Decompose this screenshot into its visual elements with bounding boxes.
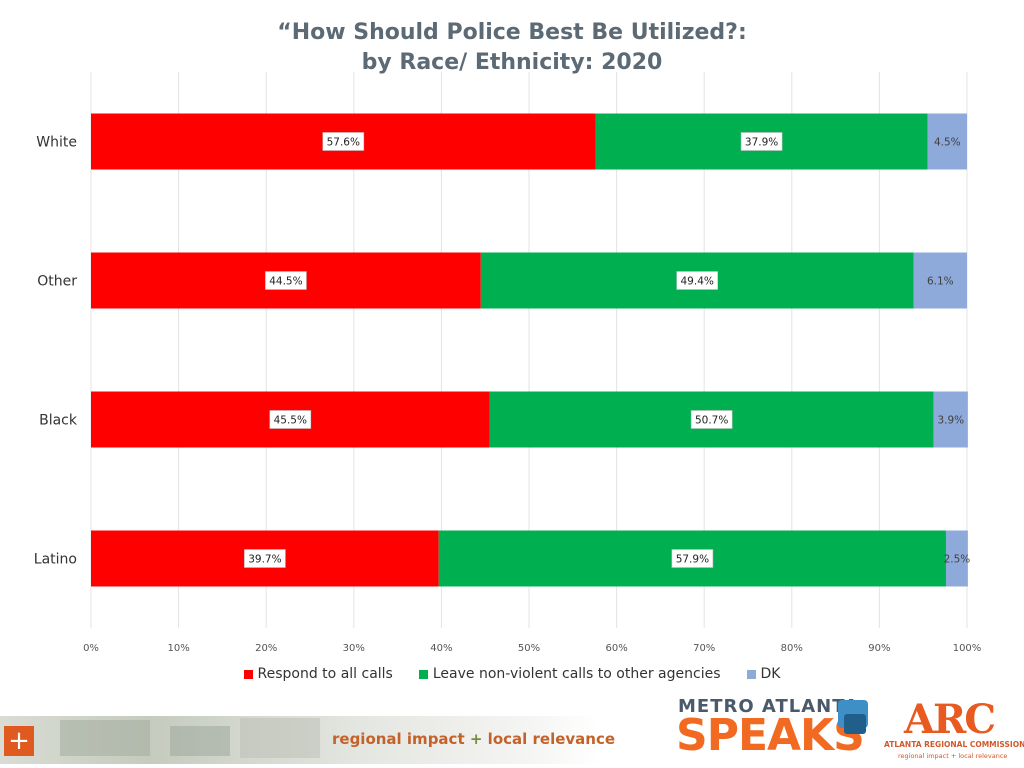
footer-banner: + regional impact + local relevance [0, 714, 1024, 768]
legend-swatch [418, 669, 428, 679]
arc-logo-name: ATLANTA REGIONAL COMMISSION [884, 740, 1024, 749]
data-label-box [244, 549, 286, 568]
chart-legend: Respond to all calls Leave non-violent ca… [0, 666, 1024, 682]
category-label: White [36, 135, 77, 151]
data-label-box [671, 549, 714, 568]
x-tick-label: 20% [255, 643, 277, 654]
legend-item: DK [746, 666, 781, 682]
data-label: 44.5% [269, 276, 302, 288]
legend-item: Leave non-violent calls to other agencie… [418, 666, 721, 682]
chart-title-line-2: by Race/ Ethnicity: 2020 [361, 50, 663, 75]
data-label: 50.7% [695, 415, 728, 427]
x-tick-label: 80% [781, 643, 803, 654]
bar-segment [945, 530, 968, 587]
data-label: 6.1% [927, 276, 954, 288]
legend-label: DK [760, 666, 781, 682]
x-tick-label: 100% [953, 643, 982, 654]
banner-photo-strip [0, 716, 600, 764]
legend-swatch [243, 669, 253, 679]
x-tick-label: 90% [868, 643, 890, 654]
data-label: 49.4% [681, 276, 714, 288]
x-tick-label: 10% [167, 643, 189, 654]
mas-logo-big: SPEAKS [676, 710, 865, 761]
data-label-box [322, 132, 365, 151]
data-label-box [676, 271, 718, 290]
data-label: 39.7% [248, 554, 281, 566]
speech-bubble-icon-back [844, 714, 866, 734]
x-tick-label: 60% [605, 643, 627, 654]
legend-label: Leave non-violent calls to other agencie… [432, 666, 721, 682]
plus-icon[interactable]: + [4, 726, 34, 756]
arc-logo-mark: ARC [904, 696, 996, 743]
x-tick-label: 30% [343, 643, 365, 654]
mas-logo-top: METRO ATLANTA [678, 696, 860, 717]
chart-title: “How Should Police Best Be Utilized?: by… [0, 18, 1024, 78]
x-tick-label: 70% [693, 643, 715, 654]
data-label-box [740, 132, 783, 151]
legend-swatch [746, 669, 756, 679]
x-tick-label: 0% [83, 643, 99, 654]
x-tick-label: 50% [518, 643, 540, 654]
data-label-box [690, 410, 733, 429]
bar-segment [913, 252, 967, 309]
data-label: 57.9% [676, 554, 709, 566]
tagline-left: regional impact [332, 730, 465, 748]
data-label: 2.5% [944, 554, 971, 566]
arc-logo-sub: regional impact + local relevance [898, 752, 1008, 760]
x-tick-label: 40% [430, 643, 452, 654]
bar-segment [933, 391, 968, 448]
category-label: Black [39, 413, 78, 429]
data-label: 4.5% [934, 137, 961, 149]
tagline-right: local relevance [487, 730, 616, 748]
category-label: Latino [34, 552, 77, 568]
metro-atlanta-speaks-logo: METRO ATLANTA SPEAKS [676, 696, 876, 762]
bar-segment [927, 113, 967, 170]
arc-logo: ARC ATLANTA REGIONAL COMMISSION regional… [884, 696, 1024, 766]
tagline-plus: + [469, 730, 483, 748]
data-label: 45.5% [274, 415, 307, 427]
category-label: Other [37, 274, 77, 290]
chart-title-line-1: “How Should Police Best Be Utilized?: [277, 20, 747, 45]
footer-tagline: regional impact + local relevance [332, 730, 615, 748]
data-label-box [265, 271, 307, 290]
data-label: 57.6% [327, 137, 360, 149]
legend-label: Respond to all calls [257, 666, 393, 682]
data-label: 3.9% [937, 415, 964, 427]
data-label-box [269, 410, 312, 429]
data-label: 37.9% [745, 137, 778, 149]
stacked-bar-chart: 0% 10% 20% 30% 40% 50% 60% 70% 80% 90% 100% White 57… [34, 72, 982, 654]
legend-item: Respond to all calls [243, 666, 393, 682]
